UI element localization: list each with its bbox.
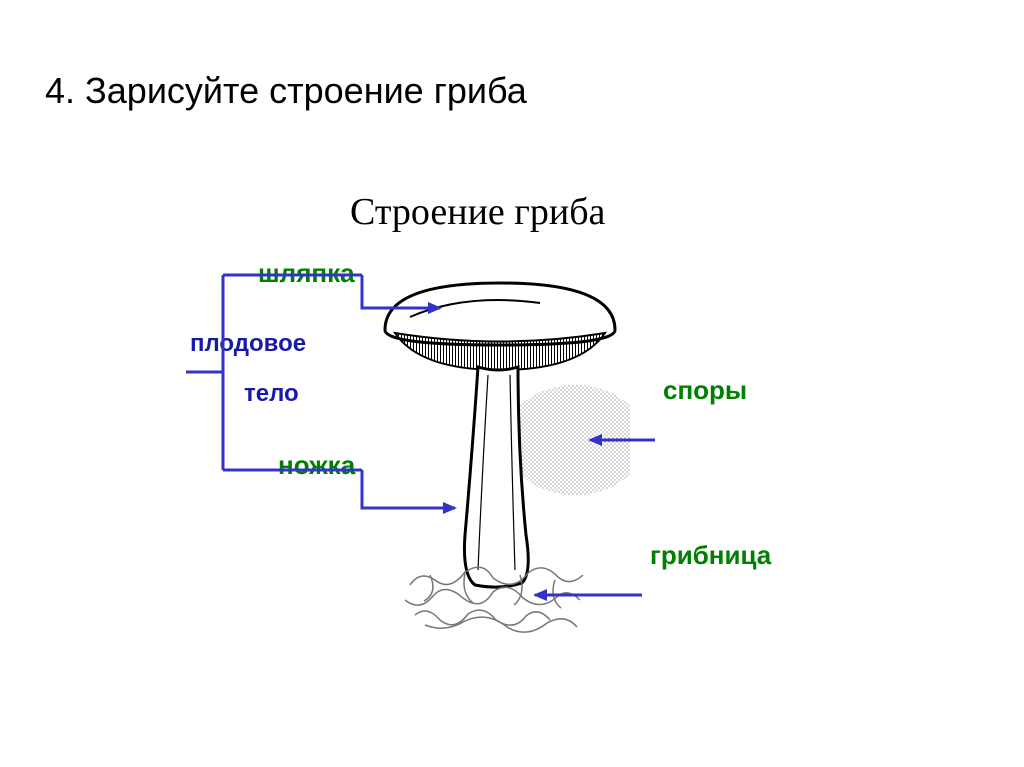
label-spores: споры xyxy=(663,375,747,406)
label-body-2: тело xyxy=(244,380,299,408)
page-title: 4. Зарисуйте строение гриба xyxy=(45,70,527,112)
mushroom-drawing xyxy=(370,275,630,635)
diagram-title: Строение гриба xyxy=(350,190,605,234)
label-cap: шляпка xyxy=(258,258,355,289)
label-stem: ножка xyxy=(278,450,355,481)
label-mycelium: грибница xyxy=(650,540,771,571)
label-body-1: плодовое xyxy=(190,330,306,358)
